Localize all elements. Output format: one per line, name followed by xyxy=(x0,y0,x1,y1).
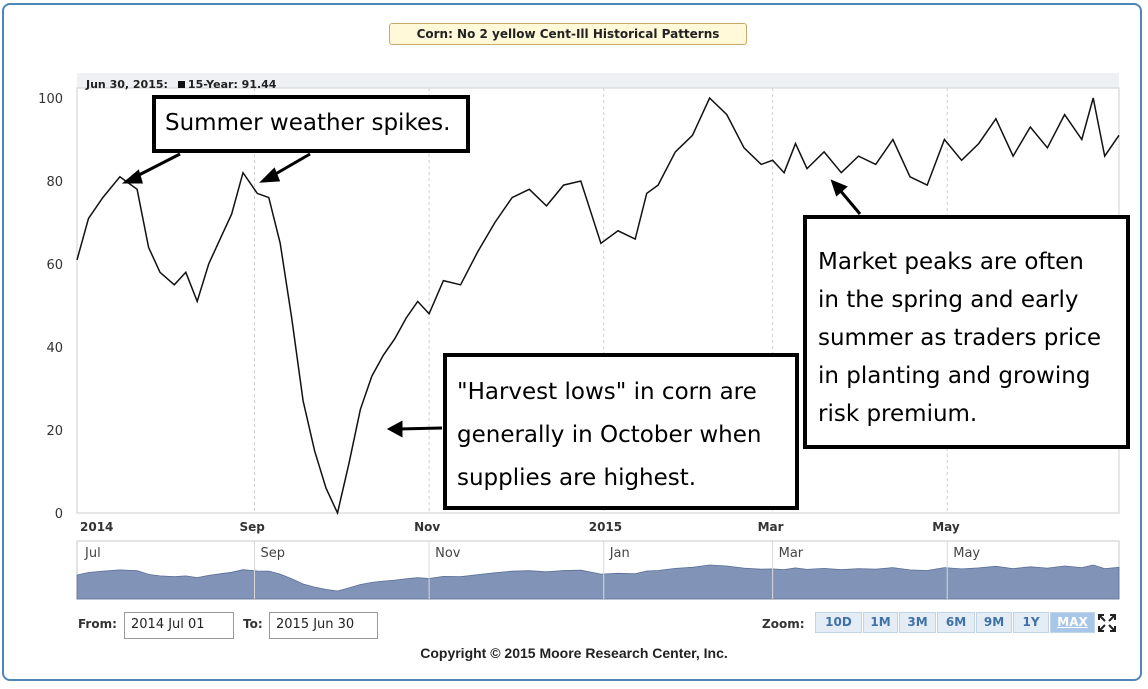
zoom-1y-button[interactable]: 1Y xyxy=(1013,612,1049,633)
navigator-label: May xyxy=(953,546,980,561)
x-tick-label: Sep xyxy=(239,520,265,534)
annotation-harvest-line-2: generally in October when xyxy=(457,422,762,448)
readout-series-value: 15-Year: 91.44 xyxy=(187,78,277,91)
arrowhead-peaks xyxy=(830,179,848,197)
y-tick-label: 0 xyxy=(55,507,63,522)
zoom-10d-button[interactable]: 10D xyxy=(815,612,862,633)
from-label: From: xyxy=(78,617,117,631)
navigator-label: Jan xyxy=(609,546,630,561)
x-tick-label: 2014 xyxy=(80,520,113,534)
navigator-label: Nov xyxy=(435,546,461,561)
navigator-label: Mar xyxy=(779,546,804,561)
zoom-label: Zoom: xyxy=(762,617,805,631)
y-tick-label: 60 xyxy=(46,258,63,273)
annotation-peaks-line-5: risk premium. xyxy=(818,401,978,427)
zoom-1m-button[interactable]: 1M xyxy=(863,612,898,633)
annotation-harvest-line-1: "Harvest lows" in corn are xyxy=(457,379,757,405)
arrowhead-harvest xyxy=(386,420,403,438)
navigator-label: Jul xyxy=(84,546,101,561)
x-tick-label: May xyxy=(932,520,960,534)
annotation-peaks-line-4: in planting and growing xyxy=(818,363,1091,389)
y-tick-label: 20 xyxy=(46,424,63,439)
readout-date: Jun 30, 2015: xyxy=(86,78,168,91)
arrowhead-summer-2 xyxy=(259,167,281,183)
y-tick-label: 100 xyxy=(38,92,63,107)
navigator-label: Sep xyxy=(260,546,285,561)
annotation-peaks-line-3: summer as traders price xyxy=(818,325,1101,351)
y-tick-label: 80 xyxy=(46,175,63,190)
annotation-harvest-line-3: supplies are highest. xyxy=(457,465,697,491)
value-readout: Jun 30, 2015: 15-Year: 91.44 xyxy=(86,78,276,91)
series-line-15-year xyxy=(76,96,1120,516)
chart-title: Corn: No 2 yellow Cent-Ill Historical Pa… xyxy=(389,23,747,45)
y-tick-label: 40 xyxy=(46,341,63,356)
arrow-summer-1 xyxy=(134,152,181,179)
fullscreen-icon[interactable] xyxy=(1097,613,1117,633)
annotation-summer-text: Summer weather spikes. xyxy=(165,110,451,136)
zoom-3m-button[interactable]: 3M xyxy=(899,612,936,633)
arrow-summer-2 xyxy=(271,152,311,178)
copyright-text: Copyright © 2015 Moore Research Center, … xyxy=(420,645,728,661)
zoom-max-button[interactable]: MAX xyxy=(1050,612,1095,633)
annotation-arrows xyxy=(121,152,862,438)
arrow-peaks xyxy=(837,188,862,215)
chart-header-band xyxy=(77,73,1119,88)
to-label: To: xyxy=(243,617,263,631)
zoom-6m-button[interactable]: 6M xyxy=(937,612,975,633)
arrowhead-summer-1 xyxy=(121,169,144,184)
x-tick-label: Nov xyxy=(414,520,440,534)
annotation-market-peaks: Market peaks are often in the spring and… xyxy=(803,215,1130,449)
navigator-area xyxy=(76,564,1120,600)
zoom-9m-button[interactable]: 9M xyxy=(976,612,1012,633)
x-tick-label: Mar xyxy=(758,520,784,534)
arrow-harvest xyxy=(397,426,443,431)
annotation-harvest-lows: "Harvest lows" in corn are generally in … xyxy=(443,353,799,510)
to-date-input[interactable]: 2015 Jun 30 xyxy=(269,612,378,639)
series-legend-marker xyxy=(177,81,185,88)
annotation-peaks-line-1: Market peaks are often xyxy=(818,249,1084,275)
annotation-peaks-line-2: in the spring and early xyxy=(818,287,1079,313)
x-tick-label: 2015 xyxy=(589,520,622,534)
annotation-summer-spikes: Summer weather spikes. xyxy=(152,95,470,153)
from-date-input[interactable]: 2014 Jul 01 xyxy=(124,612,234,639)
